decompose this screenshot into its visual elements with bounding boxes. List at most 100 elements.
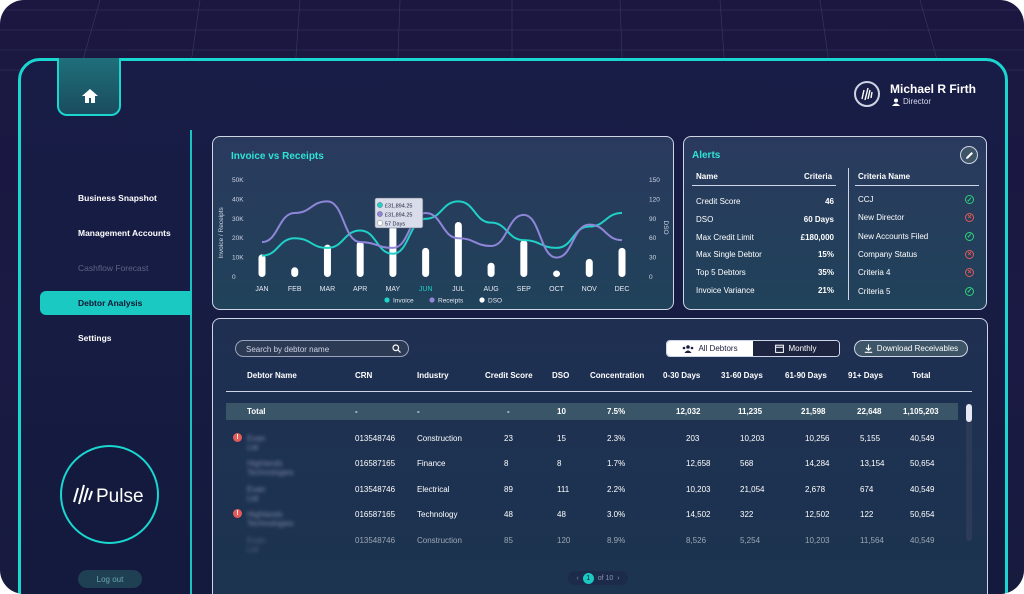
table-cell: 2.2% — [607, 484, 626, 494]
table-cell: 122 — [860, 510, 874, 520]
table-cell: 40,549 — [910, 484, 935, 494]
sidebar-divider — [190, 130, 192, 594]
alert-criteria-value: £180,000 — [800, 232, 834, 242]
current-page[interactable]: 1 — [582, 572, 594, 584]
dso-bar[interactable] — [291, 267, 299, 277]
x-tick-label: APR — [353, 286, 367, 293]
alert-criteria-value: 15% — [817, 250, 834, 260]
table-cell: 13,154 — [860, 459, 885, 469]
debtor-name-cell[interactable]: Highlands Technologies — [247, 510, 294, 529]
dso-bar[interactable] — [487, 262, 495, 277]
y-tick-label: 20K — [232, 235, 244, 242]
user-icon — [892, 98, 900, 106]
x-tick-label: MAY — [386, 286, 401, 293]
column-header[interactable]: 0-30 Days — [663, 371, 701, 380]
dso-bar[interactable] — [553, 270, 561, 277]
prev-page-icon[interactable]: ‹ — [576, 574, 579, 582]
dso-bar[interactable] — [618, 247, 626, 277]
column-header[interactable]: DSO — [552, 371, 570, 380]
debtor-name-cell[interactable]: Highlands Technologies — [247, 459, 294, 478]
alert-criteria-value: 21% — [817, 286, 834, 295]
table-cell: 5,254 — [740, 535, 761, 545]
monthly-toggle[interactable]: Monthly — [753, 341, 839, 356]
edit-alerts-button[interactable] — [960, 146, 978, 164]
logout-button[interactable]: Log out — [78, 570, 142, 588]
column-header[interactable]: 61-90 Days — [785, 371, 827, 380]
brand-name: Pulse — [96, 486, 144, 507]
y-axis-label: Invoice / Receipts — [218, 206, 225, 258]
dso-bar[interactable] — [389, 225, 397, 277]
dso-bar[interactable] — [422, 247, 430, 277]
dso-bar[interactable] — [520, 240, 528, 277]
debtor-name-cell[interactable]: Evan Ltd — [247, 535, 266, 554]
calendar-icon — [775, 344, 785, 353]
total-cell: - — [417, 407, 420, 416]
tooltip-dot — [377, 211, 383, 217]
dso-bar[interactable] — [454, 222, 462, 277]
dso-bar[interactable] — [356, 241, 364, 277]
table-cell: 1.7% — [607, 459, 626, 469]
download-receivables-button[interactable]: Download Receivables — [854, 340, 968, 357]
table-cell: 10,203 — [686, 484, 711, 494]
debtor-name-cell[interactable]: Evan Ltd — [247, 484, 266, 503]
table-cell: 8.9% — [607, 535, 626, 545]
y-tick-label: 40K — [232, 196, 244, 203]
nav-settings[interactable]: Settings — [78, 333, 112, 343]
check-circle-icon: ✓ — [965, 286, 974, 296]
debtor-name-cell[interactable]: Evan Ltd — [247, 434, 266, 452]
x-tick-label: SEP — [517, 286, 531, 293]
table-scrollbar[interactable] — [966, 404, 972, 541]
y2-tick-label: 120 — [649, 196, 660, 203]
nav-business-snapshot[interactable]: Business Snapshot — [78, 193, 157, 203]
avatar[interactable] — [854, 81, 880, 107]
nav-debtor-analysis[interactable]: Debtor Analysis — [78, 298, 143, 308]
monthly-label: Monthly — [788, 344, 817, 353]
total-cell: 10 — [557, 407, 566, 416]
all-debtors-toggle[interactable]: All Debtors — [667, 341, 753, 356]
x-tick-label: AUG — [484, 286, 499, 293]
chart-tooltip — [374, 197, 424, 229]
user-role: Director — [903, 97, 932, 106]
legend-dot — [384, 297, 390, 303]
dso-bar[interactable] — [323, 244, 331, 277]
dso-bar[interactable] — [258, 254, 266, 277]
x-tick-label: MAR — [320, 286, 336, 293]
table-scrollbar-thumb[interactable] — [966, 404, 972, 422]
next-page-icon[interactable]: › — [617, 574, 620, 582]
search-icon[interactable] — [392, 344, 401, 353]
debtors-table-panel — [212, 318, 988, 594]
column-header[interactable]: Industry — [417, 371, 449, 380]
alert-check-name: Company Status — [858, 249, 918, 259]
column-header[interactable]: 91+ Days — [848, 371, 883, 380]
table-cell: 3.0% — [607, 510, 626, 520]
column-header[interactable]: CRN — [355, 371, 373, 380]
pencil-icon — [965, 151, 973, 159]
home-button[interactable] — [77, 84, 103, 108]
dso-bar[interactable] — [585, 258, 593, 277]
column-header[interactable]: Debtor Name — [247, 371, 297, 380]
alerts-left-divider — [692, 185, 836, 186]
table-cell: 48 — [504, 510, 513, 520]
table-cell: Construction — [417, 535, 462, 545]
search-input[interactable]: Search by debtor name — [235, 340, 409, 357]
column-header[interactable]: Total — [912, 371, 931, 380]
table-cell: 111 — [557, 484, 570, 494]
y-tick-label: 30K — [232, 216, 244, 223]
total-cell: 11,235 — [738, 407, 763, 416]
x-tick-label: JAN — [255, 286, 268, 293]
table-cell: 322 — [740, 510, 754, 520]
column-header[interactable]: Credit Score — [485, 371, 533, 380]
y2-tick-label: 30 — [649, 255, 657, 262]
download-label: Download Receivables — [876, 344, 959, 353]
alerts-column-divider — [848, 168, 849, 300]
nav-management-accounts[interactable]: Management Accounts — [78, 228, 171, 238]
nav-cashflow-forecast[interactable]: Cashflow Forecast — [78, 263, 149, 273]
chart-title: Invoice vs Receipts — [231, 151, 324, 162]
table-cell: 50,654 — [910, 510, 935, 520]
column-header[interactable]: Concentration — [590, 371, 645, 380]
column-header[interactable]: 31-60 Days — [721, 371, 763, 380]
table-cell: Finance — [417, 459, 446, 469]
table-cell: Construction — [417, 434, 462, 443]
table-cell: 14,502 — [686, 510, 711, 520]
